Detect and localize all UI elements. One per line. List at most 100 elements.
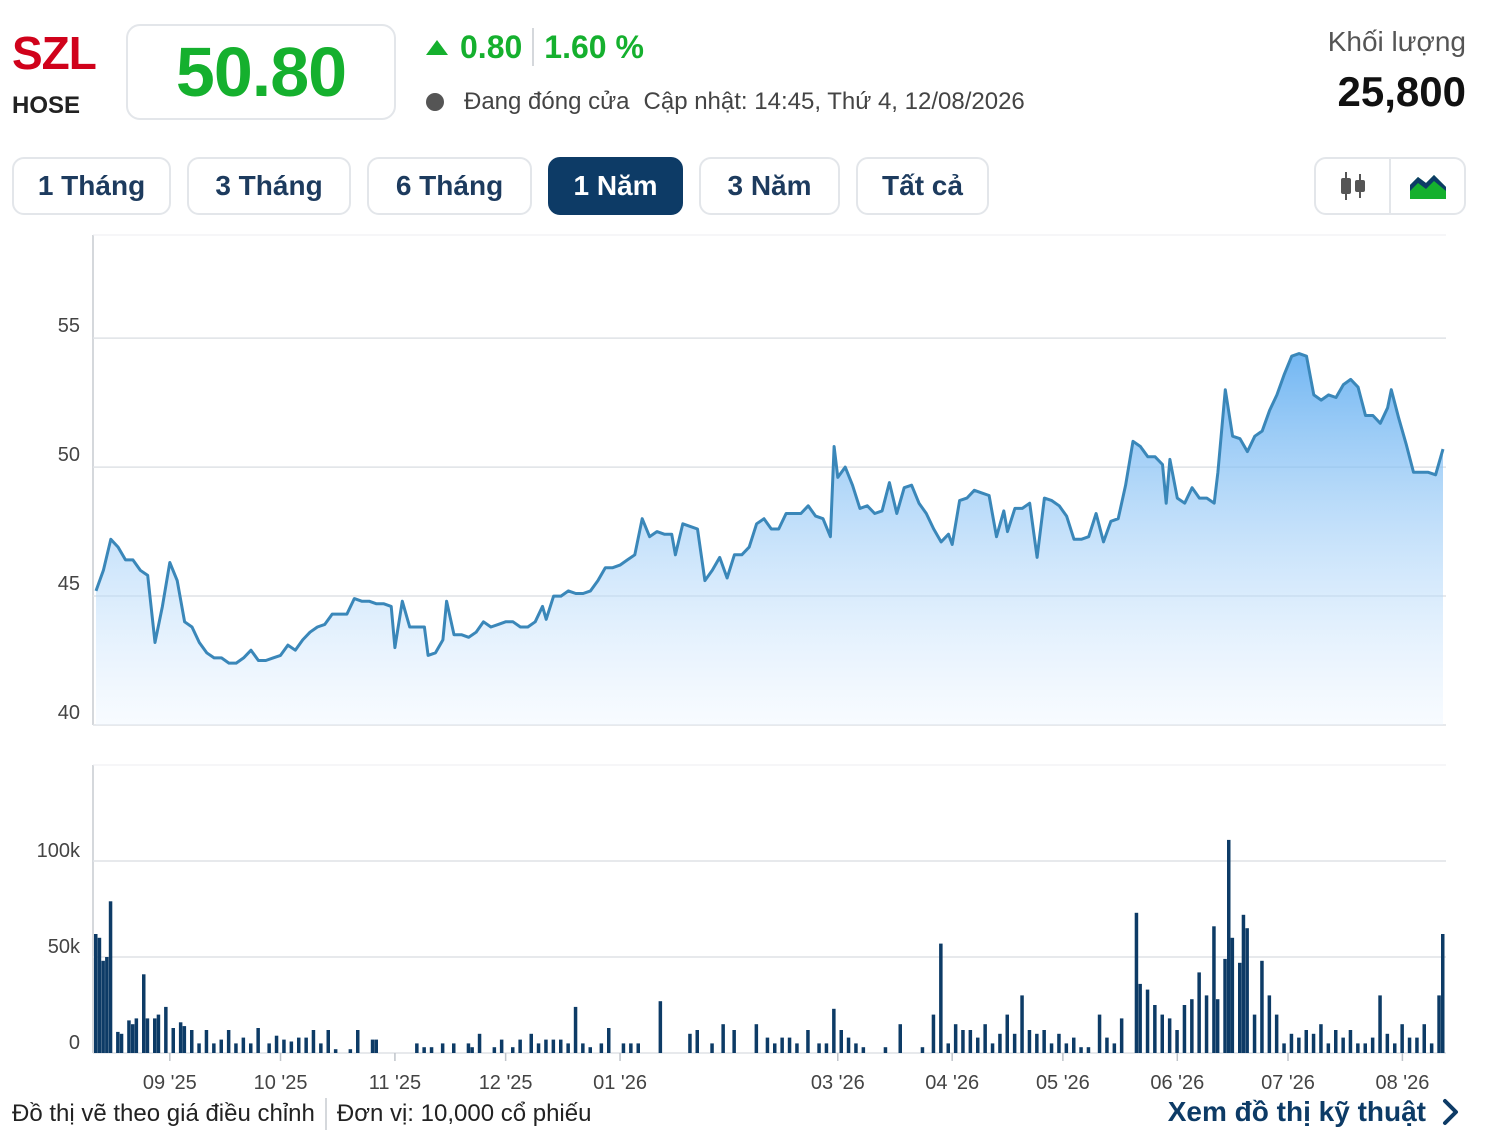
volume-bar bbox=[1385, 1033, 1390, 1053]
volume-bar bbox=[773, 1043, 777, 1053]
volume-bar bbox=[226, 1030, 231, 1053]
tab-6-months[interactable]: 6 Tháng bbox=[367, 157, 532, 215]
chevron-right-icon bbox=[1443, 1099, 1458, 1125]
volume-bar bbox=[1134, 912, 1139, 1053]
volume-bar bbox=[466, 1043, 471, 1053]
update-time: Cập nhật: 14:45, Thứ 4, 12/08/2026 bbox=[643, 88, 1025, 115]
volume-bar bbox=[422, 1047, 426, 1053]
volume-bar bbox=[1363, 1043, 1367, 1053]
volume-bar bbox=[119, 1033, 124, 1053]
volume-bar bbox=[629, 1043, 633, 1053]
volume-bar bbox=[529, 1033, 533, 1053]
volume-bar bbox=[249, 1043, 253, 1053]
volume-bar bbox=[1304, 1030, 1308, 1053]
volume-bar bbox=[370, 1039, 375, 1053]
tab-1-year[interactable]: 1 Năm bbox=[548, 157, 683, 215]
x-tick-label: 05 '26 bbox=[1036, 1072, 1090, 1094]
volume-bar bbox=[1145, 989, 1150, 1053]
tab-3-years[interactable]: 3 Năm bbox=[699, 157, 840, 215]
volume-bar bbox=[1415, 1037, 1419, 1053]
volume-bar bbox=[1326, 1043, 1331, 1053]
volume-bar bbox=[1175, 1030, 1179, 1053]
volume-bar bbox=[197, 1043, 201, 1053]
technical-chart-link-label: Xem đồ thị kỹ thuật bbox=[1167, 1096, 1426, 1127]
ticker-symbol: SZL bbox=[12, 27, 97, 79]
volume-bar bbox=[256, 1028, 260, 1053]
volume-bar bbox=[1079, 1047, 1083, 1053]
chart-type-switch bbox=[1314, 157, 1466, 215]
volume-bar bbox=[1105, 1037, 1109, 1053]
volume-bar bbox=[492, 1047, 497, 1053]
volume-bar bbox=[536, 1043, 541, 1053]
volume-bar bbox=[304, 1037, 308, 1053]
change-percent: 1.60 % bbox=[544, 28, 644, 65]
volume-bar bbox=[846, 1037, 851, 1053]
volume-bar bbox=[470, 1047, 474, 1053]
volume-bar bbox=[319, 1043, 323, 1053]
area-chart-button[interactable] bbox=[1389, 159, 1464, 213]
volume-bar bbox=[116, 1031, 120, 1053]
volume-bar bbox=[710, 1043, 714, 1053]
volume-bar bbox=[832, 1008, 836, 1053]
volume-bar bbox=[374, 1039, 378, 1053]
volume-bar bbox=[839, 1030, 843, 1053]
volume-bar bbox=[1212, 926, 1216, 1053]
volume-y-tick-label: 0 bbox=[69, 1032, 80, 1054]
x-tick-label: 03 '26 bbox=[811, 1072, 865, 1094]
volume-bar bbox=[1057, 1033, 1061, 1053]
volume-bar bbox=[573, 1006, 578, 1053]
volume-bar bbox=[1297, 1037, 1301, 1053]
volume-bar bbox=[1072, 1037, 1076, 1053]
volume-bar bbox=[333, 1049, 338, 1053]
price-chart: 40 45 50 55 bbox=[58, 234, 1446, 726]
volume-bar bbox=[1064, 1043, 1069, 1053]
x-tick-label: 09 '25 bbox=[143, 1072, 197, 1094]
technical-chart-link[interactable]: Xem đồ thị kỹ thuật bbox=[1168, 1096, 1466, 1128]
x-tick-label: 01 '26 bbox=[593, 1072, 647, 1094]
volume-bar bbox=[1112, 1043, 1117, 1053]
volume-bar bbox=[134, 1018, 139, 1053]
x-tick-label: 10 '25 bbox=[254, 1072, 308, 1094]
volume-bar bbox=[566, 1043, 570, 1053]
price-area-fill bbox=[96, 353, 1443, 725]
x-tick-label: 11 '25 bbox=[369, 1072, 421, 1094]
volume-bar bbox=[898, 1024, 902, 1053]
price-y-tick-label: 40 bbox=[58, 702, 80, 724]
volume-bar bbox=[1356, 1043, 1360, 1053]
volume-bar bbox=[1238, 962, 1242, 1053]
volume-bar bbox=[998, 1033, 1002, 1053]
volume-bar bbox=[1153, 1005, 1157, 1053]
volume-bar bbox=[946, 1043, 950, 1053]
adjusted-price-note: Đồ thị vẽ theo giá điều chỉnh bbox=[12, 1100, 315, 1127]
volume-bar bbox=[688, 1033, 692, 1053]
volume-bar bbox=[599, 1043, 604, 1053]
candlestick-button[interactable] bbox=[1316, 159, 1389, 213]
volume-bar bbox=[961, 1030, 965, 1053]
volume-bar bbox=[1182, 1005, 1187, 1053]
volume-bar bbox=[1441, 934, 1445, 1053]
volume-bar bbox=[1167, 1018, 1172, 1053]
volume-bar bbox=[1042, 1030, 1046, 1053]
volume-bar bbox=[212, 1043, 216, 1053]
volume-bar bbox=[1429, 1043, 1434, 1053]
volume-bar bbox=[1422, 1024, 1426, 1053]
divider bbox=[532, 28, 535, 66]
volume-bar bbox=[658, 1001, 663, 1053]
divider bbox=[324, 1098, 327, 1130]
volume-bar bbox=[241, 1037, 246, 1053]
volume-bar bbox=[787, 1037, 792, 1053]
tab-3-months[interactable]: 3 Tháng bbox=[187, 157, 351, 215]
volume-bar bbox=[953, 1024, 958, 1053]
volume-bar bbox=[990, 1043, 995, 1053]
volume-bar bbox=[920, 1047, 925, 1053]
volume-bar bbox=[695, 1030, 699, 1053]
tab-all[interactable]: Tất cả bbox=[856, 157, 989, 215]
tab-1-month[interactable]: 1 Tháng bbox=[12, 157, 171, 215]
volume-bar bbox=[297, 1037, 301, 1053]
volume-bar bbox=[499, 1039, 504, 1053]
price-y-tick-label: 55 bbox=[58, 315, 80, 337]
volume-bar bbox=[415, 1043, 419, 1053]
volume-bar bbox=[1119, 1018, 1124, 1053]
volume-label: Khối lượng bbox=[1327, 26, 1466, 57]
volume-bar bbox=[968, 1030, 973, 1053]
